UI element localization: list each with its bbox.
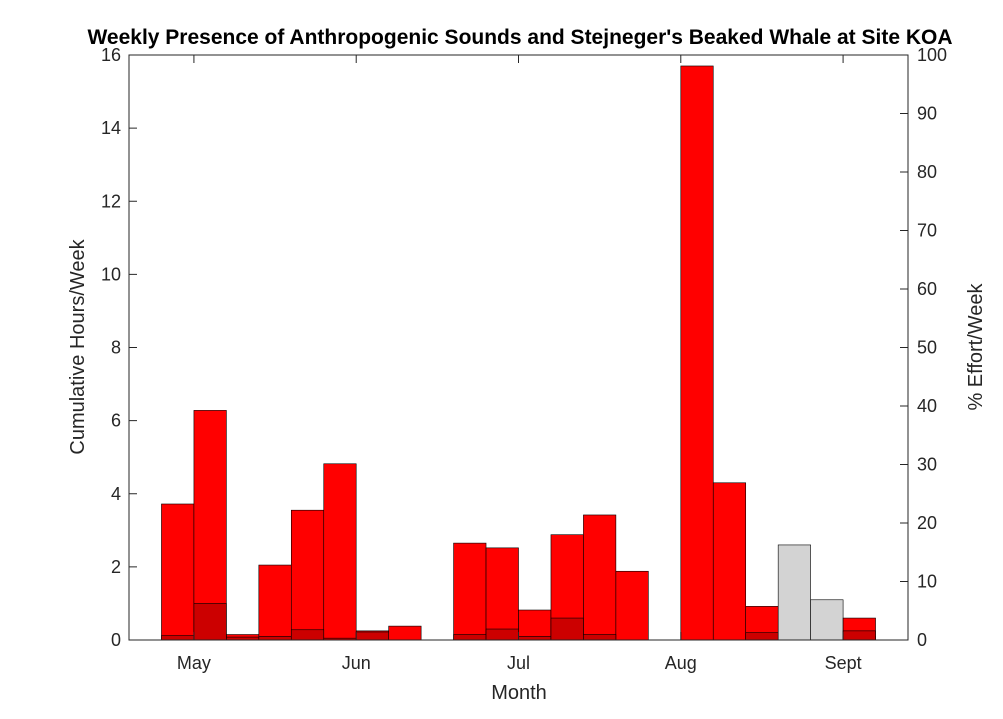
anthropogenic-bar [485,547,519,641]
effort-bar [777,544,811,641]
whale-bar [258,636,292,641]
whale-bar [745,632,779,641]
anthropogenic-bar [193,410,227,641]
anthropogenic-bar [615,570,649,641]
y-axis-left-label: Cumulative Hours/Week [67,238,89,454]
anthropogenic-bar [518,609,552,641]
y2-tick-label: 10 [917,572,937,592]
whale-bar [193,603,227,641]
anthropogenic-bar [680,65,714,641]
anthropogenic-bar [258,564,292,641]
y-tick-label: 4 [111,484,121,504]
y-tick-label: 6 [111,411,121,431]
y-tick-label: 12 [101,191,121,211]
whale-bar [583,634,617,641]
anthropogenic-bar [453,542,487,641]
y2-tick-label: 40 [917,396,937,416]
x-tick-label: Jul [507,653,530,673]
y-tick-label: 16 [101,45,121,65]
x-tick-label: Sept [825,653,862,673]
anthropogenic-bars [161,65,876,641]
y-axis-left: 0 2 4 6 8 10 12 14 16 [101,45,137,650]
whale-bars [161,603,876,641]
y-tick-label: 2 [111,557,121,577]
anthropogenic-bar [712,482,747,641]
whale-bar [485,628,519,641]
anthropogenic-bar [388,625,422,641]
y2-tick-label: 20 [917,513,937,533]
x-axis-label: Month [491,682,547,704]
effort-bar [810,599,844,641]
whale-bar [550,617,584,641]
y2-tick-label: 60 [917,279,937,299]
y-axis-right-label: % Effort/Week [965,282,987,410]
y-axis-right: 0 10 20 30 40 50 60 70 80 90 100 [900,45,947,650]
anthropogenic-bar [583,514,617,641]
x-tick-label: May [177,653,211,673]
whale-bar [161,635,195,641]
y2-tick-label: 100 [917,45,947,65]
chart-title: Weekly Presence of Anthropogenic Sounds … [87,26,952,49]
whale-bar [842,630,876,641]
y2-tick-label: 70 [917,221,937,241]
effort-bars [777,544,876,641]
y2-tick-label: 50 [917,338,937,358]
y-tick-label: 0 [111,630,121,650]
whale-bar [355,631,389,641]
x-tick-label: Aug [665,653,697,673]
anthropogenic-bar [161,503,195,641]
x-tick-label: Jun [342,653,371,673]
anthropogenic-bar [290,509,325,641]
y2-tick-label: 90 [917,104,937,124]
y-tick-label: 10 [101,264,121,284]
y-tick-label: 14 [101,118,121,138]
y2-tick-label: 0 [917,630,927,650]
anthropogenic-bar [323,463,357,641]
whale-bar [518,636,552,641]
x-axis: May Jun Jul Aug Sept [177,55,862,673]
whale-bar [290,629,325,641]
y-tick-label: 8 [111,338,121,358]
y2-tick-label: 80 [917,162,937,182]
y2-tick-label: 30 [917,455,937,475]
whale-bar [453,634,487,641]
